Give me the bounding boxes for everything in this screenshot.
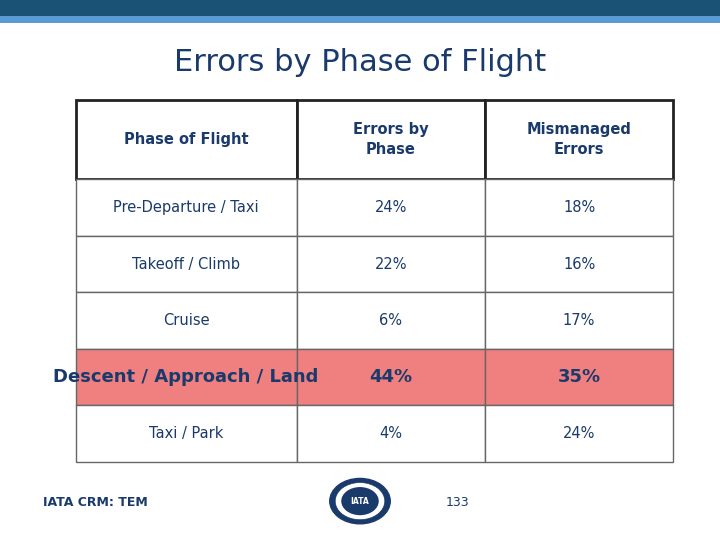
Text: 6%: 6% <box>379 313 402 328</box>
Text: Phase of Flight: Phase of Flight <box>124 132 248 147</box>
Bar <box>76 292 297 349</box>
Bar <box>76 179 297 236</box>
Bar <box>297 405 485 462</box>
Text: 24%: 24% <box>563 426 595 441</box>
Bar <box>485 100 673 179</box>
Bar <box>297 179 485 236</box>
Bar <box>0 0 720 16</box>
Text: 22%: 22% <box>374 256 407 272</box>
Text: 16%: 16% <box>563 256 595 272</box>
Text: IATA: IATA <box>351 497 369 505</box>
Bar <box>76 405 297 462</box>
Text: 24%: 24% <box>374 200 407 215</box>
Text: 17%: 17% <box>563 313 595 328</box>
Text: 44%: 44% <box>369 368 413 386</box>
Text: Errors by Phase of Flight: Errors by Phase of Flight <box>174 48 546 77</box>
Text: 133: 133 <box>446 496 469 509</box>
Bar <box>0 16 720 23</box>
Bar <box>485 292 673 349</box>
Text: Cruise: Cruise <box>163 313 210 328</box>
Text: IATA CRM: TEM: IATA CRM: TEM <box>43 496 148 509</box>
Bar <box>76 100 297 179</box>
Text: 18%: 18% <box>563 200 595 215</box>
Text: Pre-Departure / Taxi: Pre-Departure / Taxi <box>113 200 259 215</box>
Bar <box>485 349 673 405</box>
Text: 4%: 4% <box>379 426 402 441</box>
Bar <box>297 100 485 179</box>
Bar <box>297 349 485 405</box>
Text: Errors by
Phase: Errors by Phase <box>353 122 428 157</box>
Bar <box>76 349 297 405</box>
Text: Takeoff / Climb: Takeoff / Climb <box>132 256 240 272</box>
Bar <box>297 236 485 292</box>
Text: Taxi / Park: Taxi / Park <box>149 426 223 441</box>
Text: Descent / Approach / Land: Descent / Approach / Land <box>53 368 319 386</box>
Text: 35%: 35% <box>557 368 600 386</box>
Circle shape <box>341 487 379 515</box>
Text: Mismanaged
Errors: Mismanaged Errors <box>526 122 631 157</box>
Bar <box>485 179 673 236</box>
Circle shape <box>336 483 384 519</box>
Bar <box>485 405 673 462</box>
Bar <box>297 292 485 349</box>
Bar <box>485 236 673 292</box>
Circle shape <box>330 478 390 524</box>
Bar <box>76 236 297 292</box>
